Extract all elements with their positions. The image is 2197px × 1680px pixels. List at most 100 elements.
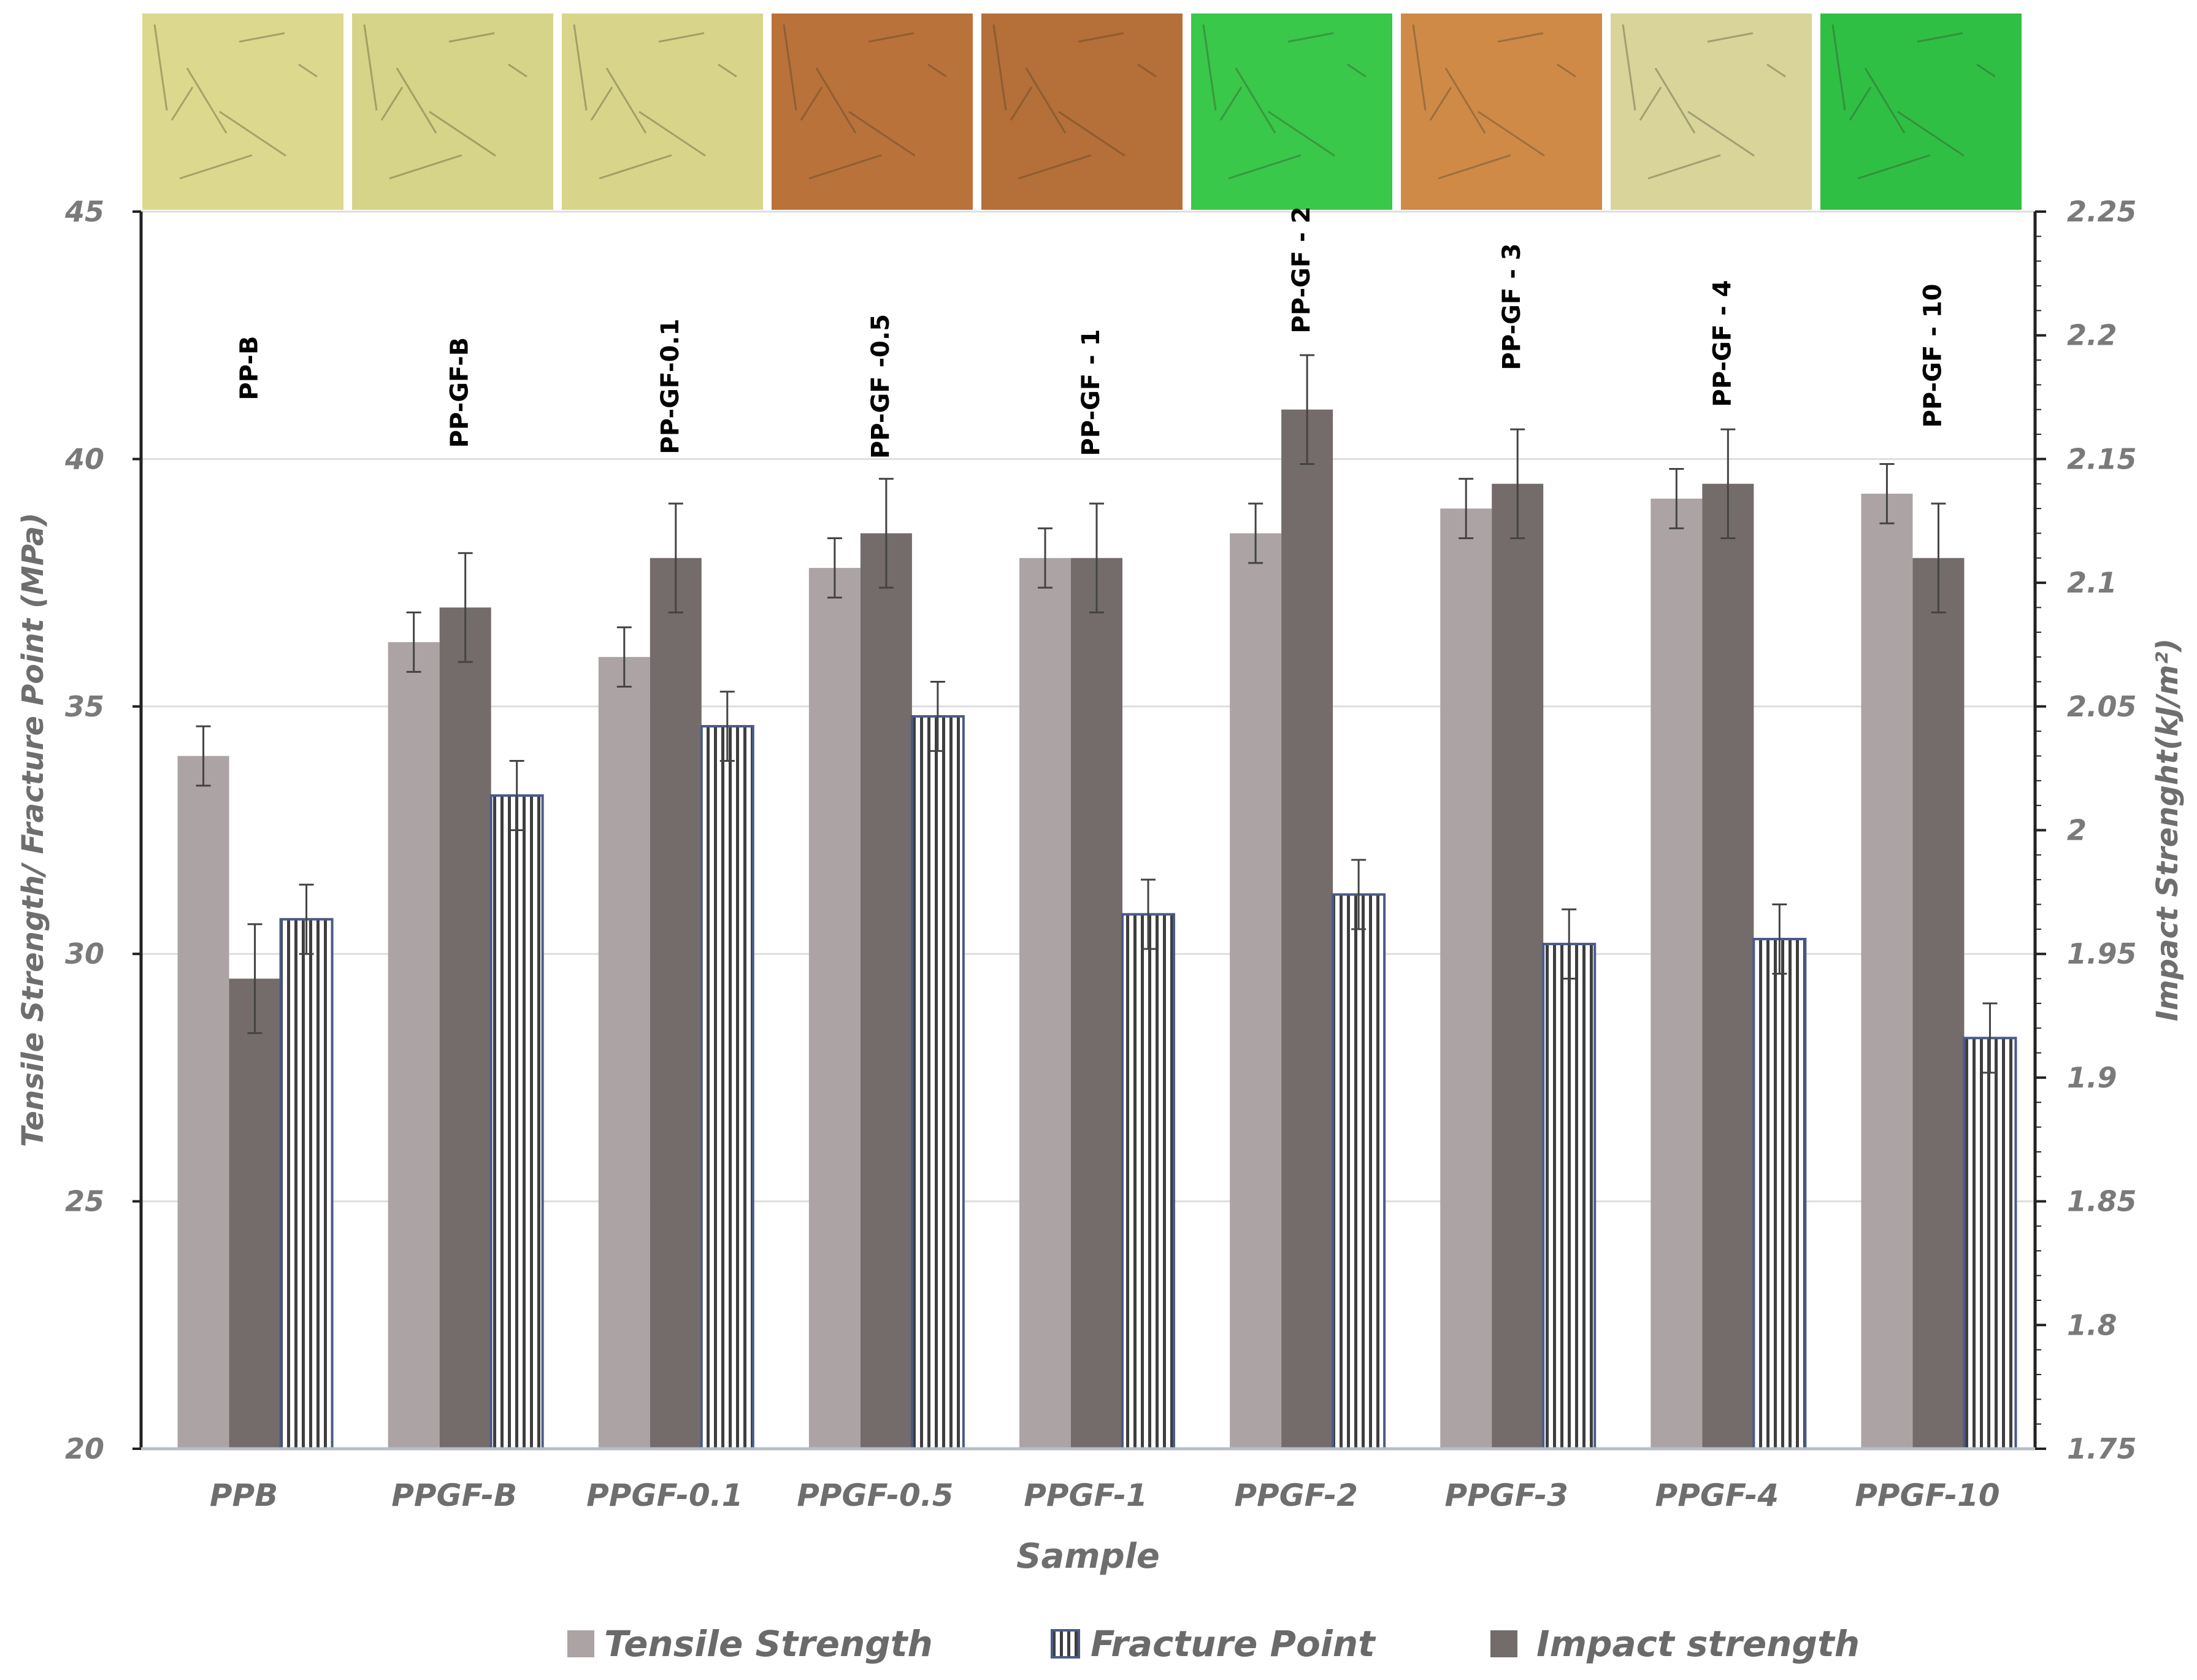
micrograph-strip xyxy=(142,13,2022,210)
micrograph-fiber xyxy=(1347,63,1367,78)
legend-label-fracture: Fracture Point xyxy=(1091,1623,1376,1665)
micrograph-fiber xyxy=(396,67,437,134)
micrograph-fiber xyxy=(1831,24,1846,111)
bar-fracture-point-ppgf-b xyxy=(489,794,544,1450)
micrograph-fiber xyxy=(1897,110,1965,157)
sample-labels: PP-B PP-GF-B PP-GF-0.1 PP-GF -0.5 PP-GF - 1 P… xyxy=(236,207,1947,459)
micrograph-fiber xyxy=(1438,154,1511,180)
y2-tick-label: 1.95 xyxy=(2067,937,2137,970)
micrograph-fiber xyxy=(1687,110,1755,157)
y2-tick-label: 2.25 xyxy=(2067,195,2137,228)
legend-label-tensile: Tensile Strength xyxy=(604,1623,933,1665)
bar-tensile-strength-ppgf-10 xyxy=(1861,493,1913,1449)
micrograph-fiber xyxy=(1647,154,1721,180)
micrograph-fiber xyxy=(573,24,588,111)
micrograph-tile xyxy=(1611,13,1812,210)
micrograph-fiber xyxy=(380,86,404,121)
micrograph-fiber xyxy=(590,86,613,121)
y2-tick-label: 2.1 xyxy=(2067,566,2117,599)
category-label-ppgf-2: PPGF-2 xyxy=(1234,1478,1358,1513)
micrograph-tile xyxy=(1820,13,2022,210)
y-tick-label: 25 xyxy=(65,1185,104,1218)
bars-layer xyxy=(177,354,2017,1451)
micrograph-fiber xyxy=(658,32,705,43)
bar-impact-strength-ppgf-4 xyxy=(1702,483,1754,1449)
y2-tick-label: 1.9 xyxy=(2067,1061,2117,1094)
micrograph-fiber xyxy=(1287,32,1334,43)
micrograph-fiber xyxy=(808,154,882,180)
micrograph-fiber xyxy=(1766,63,1786,78)
bar-fracture-point-ppgf-3 xyxy=(1542,943,1597,1450)
sample-label: PP-GF - 1 xyxy=(1077,329,1105,456)
micrograph-fiber xyxy=(1010,86,1033,121)
bar-tensile-strength-ppb xyxy=(177,756,229,1449)
micrograph-fiber xyxy=(1976,63,1996,78)
bar-impact-strength-ppb xyxy=(229,978,281,1449)
micrograph-fiber xyxy=(599,154,672,180)
y2-tick-label: 1.8 xyxy=(2067,1308,2117,1341)
micrograph-fiber xyxy=(718,63,737,78)
bar-fracture-point-ppgf-0.1 xyxy=(700,725,754,1450)
micrograph-fiber xyxy=(1857,154,1931,180)
micrograph-fiber xyxy=(1917,32,1963,43)
micrograph-fiber xyxy=(219,110,286,157)
y2-tick-label: 2.15 xyxy=(2067,442,2137,475)
y-tick-label: 20 xyxy=(65,1432,104,1465)
micrograph-fiber xyxy=(815,67,857,134)
legend: Tensile Strength Fracture Point Impact s… xyxy=(567,1623,1860,1665)
micrograph-fiber xyxy=(1557,63,1576,78)
category-label-ppgf-b: PPGF-B xyxy=(391,1478,517,1513)
micrograph-fiber xyxy=(1497,32,1544,43)
tick-labels: 20 25 30 35 40 45 1.75 1.8 1.85 1.9 1.95 2 2.05 2.1 2.… xyxy=(64,195,2137,1465)
y2-tick-label: 2 xyxy=(2067,814,2087,847)
micrograph-fiber xyxy=(1849,86,1872,121)
micrograph-fiber xyxy=(783,24,797,111)
category-label-ppgf-4: PPGF-4 xyxy=(1655,1478,1779,1513)
micrograph-fiber xyxy=(1429,86,1452,121)
bar-tensile-strength-ppgf-3 xyxy=(1440,508,1492,1449)
y2-tick-label: 2.2 xyxy=(2067,319,2117,352)
micrograph-fiber xyxy=(1018,154,1092,180)
y2-tick-label: 2.05 xyxy=(2067,690,2137,723)
category-label-ppgf-3: PPGF-3 xyxy=(1444,1478,1568,1513)
bar-impact-strength-ppgf-0.5 xyxy=(860,533,912,1449)
y-tick-label: 30 xyxy=(65,937,104,970)
legend-swatch-fracture xyxy=(1051,1629,1080,1659)
bar-fracture-point-ppgf-4 xyxy=(1752,937,1807,1450)
micrograph-fiber xyxy=(927,63,947,78)
category-label-ppgf-0.5: PPGF-0.5 xyxy=(797,1478,953,1513)
micrograph-fiber xyxy=(508,63,527,78)
bar-tensile-strength-ppgf-2 xyxy=(1230,533,1282,1449)
micrograph-fiber xyxy=(1639,86,1662,121)
micrograph-fiber xyxy=(448,32,495,43)
bar-impact-strength-ppgf-b xyxy=(439,607,491,1449)
micrograph-fiber xyxy=(868,32,914,43)
y-tick-label: 35 xyxy=(65,690,104,723)
micrograph-fiber xyxy=(1412,24,1427,111)
micrograph-fiber xyxy=(1268,110,1335,157)
y2-axis-title: Impact Strenght(kJ/m²) xyxy=(2150,639,2185,1021)
bar-fracture-point-ppgf-10 xyxy=(1963,1037,2017,1450)
micrograph-fiber xyxy=(1202,24,1217,111)
micrograph-fiber xyxy=(1137,63,1157,78)
micrograph-fiber xyxy=(1864,67,1906,134)
micrograph-fiber xyxy=(1228,154,1302,180)
micrograph-fiber xyxy=(638,110,706,157)
micrograph-fiber xyxy=(1078,32,1124,43)
bar-tensile-strength-ppgf-4 xyxy=(1651,498,1703,1449)
micrograph-fiber xyxy=(153,24,168,111)
micrograph-fiber xyxy=(1058,110,1125,157)
category-label-ppgf-10: PPGF-10 xyxy=(1855,1478,2000,1513)
micrograph-fiber xyxy=(363,24,378,111)
micrograph-fiber xyxy=(1707,32,1754,43)
micrograph-fiber xyxy=(992,24,1007,111)
micrograph-fiber xyxy=(1622,24,1636,111)
micrograph-fiber xyxy=(239,32,285,43)
sample-label: PP-B xyxy=(236,336,264,400)
bar-fracture-point-ppgf-0.5 xyxy=(910,715,965,1450)
micrograph-fiber xyxy=(1025,67,1067,134)
bar-impact-strength-ppgf-1 xyxy=(1071,558,1122,1449)
category-labels: PPB PPGF-B PPGF-0.1 PPGF-0.5 PPGF-1 PPGF-2 PPG… xyxy=(210,1478,2000,1513)
bar-impact-strength-ppgf-10 xyxy=(1912,558,1965,1449)
